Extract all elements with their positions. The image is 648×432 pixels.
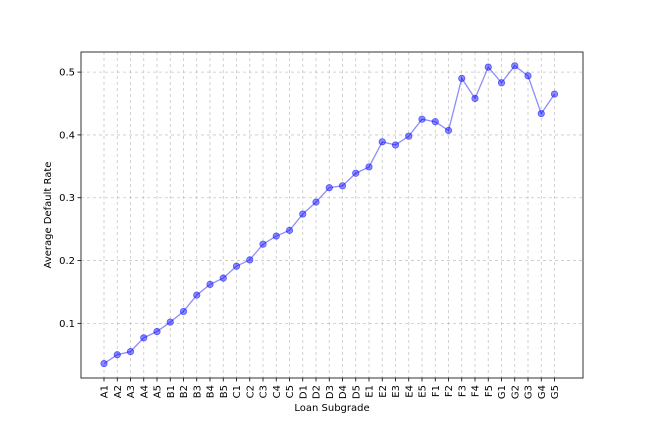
data-point xyxy=(312,198,320,206)
data-point xyxy=(193,291,201,299)
x-tick-label: A1 xyxy=(100,385,111,398)
x-tick-label: G2 xyxy=(510,385,521,399)
data-point xyxy=(365,163,373,171)
y-tick-label: 0.2 xyxy=(59,256,75,267)
data-point xyxy=(232,262,241,270)
x-tick-label: F3 xyxy=(457,385,468,397)
x-tick-label: E3 xyxy=(391,385,402,398)
data-point xyxy=(418,115,426,123)
x-tick-label: E5 xyxy=(418,385,429,398)
series-line xyxy=(103,64,556,365)
y-axis-label: Average Default Rate xyxy=(43,162,54,269)
data-point xyxy=(405,132,413,140)
x-tick-label: C1 xyxy=(232,385,243,398)
x-tick-label: A4 xyxy=(139,385,150,398)
data-point xyxy=(431,118,439,126)
x-tick-label: F4 xyxy=(471,385,482,397)
data-point xyxy=(259,240,267,248)
x-tick-label: D3 xyxy=(325,385,336,399)
x-tick-label: D5 xyxy=(351,385,362,399)
x-tick-label: D1 xyxy=(298,385,309,399)
data-point xyxy=(153,327,161,336)
data-point xyxy=(338,182,347,190)
data-point xyxy=(325,184,333,192)
data-point xyxy=(126,348,135,356)
y-tick-label: 0.3 xyxy=(59,193,75,204)
x-tick-label: A2 xyxy=(113,385,124,398)
x-tick-label: E4 xyxy=(404,385,415,398)
x-tick-label: B2 xyxy=(179,385,190,398)
x-tick-label: D4 xyxy=(338,385,349,399)
data-point xyxy=(524,72,532,80)
x-tick-label: B3 xyxy=(192,385,203,398)
x-tick-label: E1 xyxy=(365,385,376,398)
x-tick-label: G1 xyxy=(497,385,508,399)
x-axis-ticks: A1 A2 A3 A4 A5 B1 B2 B3 B4 B5 C1 C2 C3 C4 C5 D1 D2 D3 D4 D5… xyxy=(100,378,561,399)
x-axis-label: Loan Subgrade xyxy=(294,403,369,414)
x-tick-label: B1 xyxy=(166,385,177,398)
data-point xyxy=(550,90,559,98)
data-point xyxy=(285,226,294,234)
y-tick-label: 0.5 xyxy=(59,68,75,79)
data-point xyxy=(140,334,148,342)
x-tick-label: G3 xyxy=(524,385,535,399)
x-tick-label: F1 xyxy=(431,385,442,397)
data-point xyxy=(206,280,214,289)
data-point xyxy=(299,210,307,218)
x-tick-label: B5 xyxy=(219,385,230,398)
data-point xyxy=(219,274,227,282)
x-tick-label: A3 xyxy=(126,385,137,398)
data-point xyxy=(352,169,360,177)
series-line-layer xyxy=(103,64,556,365)
x-tick-label: A5 xyxy=(153,385,164,398)
grid xyxy=(81,52,583,378)
x-tick-label: C5 xyxy=(285,385,296,398)
data-point xyxy=(511,62,519,70)
data-point xyxy=(484,63,492,71)
plot-area-frame xyxy=(80,51,584,379)
data-point xyxy=(471,94,479,103)
data-point xyxy=(100,359,108,368)
data-point xyxy=(537,109,545,118)
y-axis-ticks: 0.1 0.2 0.3 0.4 0.5 xyxy=(59,68,81,330)
x-tick-label: F5 xyxy=(484,385,495,397)
data-point xyxy=(444,126,453,135)
data-point xyxy=(113,351,121,359)
data-point xyxy=(378,138,386,146)
x-tick-label: G4 xyxy=(537,385,548,399)
x-tick-label: F2 xyxy=(444,385,455,397)
data-point xyxy=(497,79,506,87)
data-point xyxy=(166,318,174,326)
data-points xyxy=(100,62,559,368)
y-tick-label: 0.1 xyxy=(59,319,75,330)
x-tick-label: D2 xyxy=(312,385,323,399)
x-tick-label: C4 xyxy=(272,385,283,398)
data-point xyxy=(458,74,466,82)
x-tick-label: B4 xyxy=(206,385,217,398)
y-tick-label: 0.4 xyxy=(59,130,75,141)
data-point xyxy=(272,232,280,240)
x-tick-label: C3 xyxy=(259,385,270,398)
x-tick-label: E2 xyxy=(378,385,389,398)
x-tick-label: C2 xyxy=(245,385,256,398)
data-point xyxy=(246,256,254,264)
x-tick-label: G5 xyxy=(550,385,561,399)
data-point xyxy=(391,141,400,149)
data-point xyxy=(179,307,188,316)
